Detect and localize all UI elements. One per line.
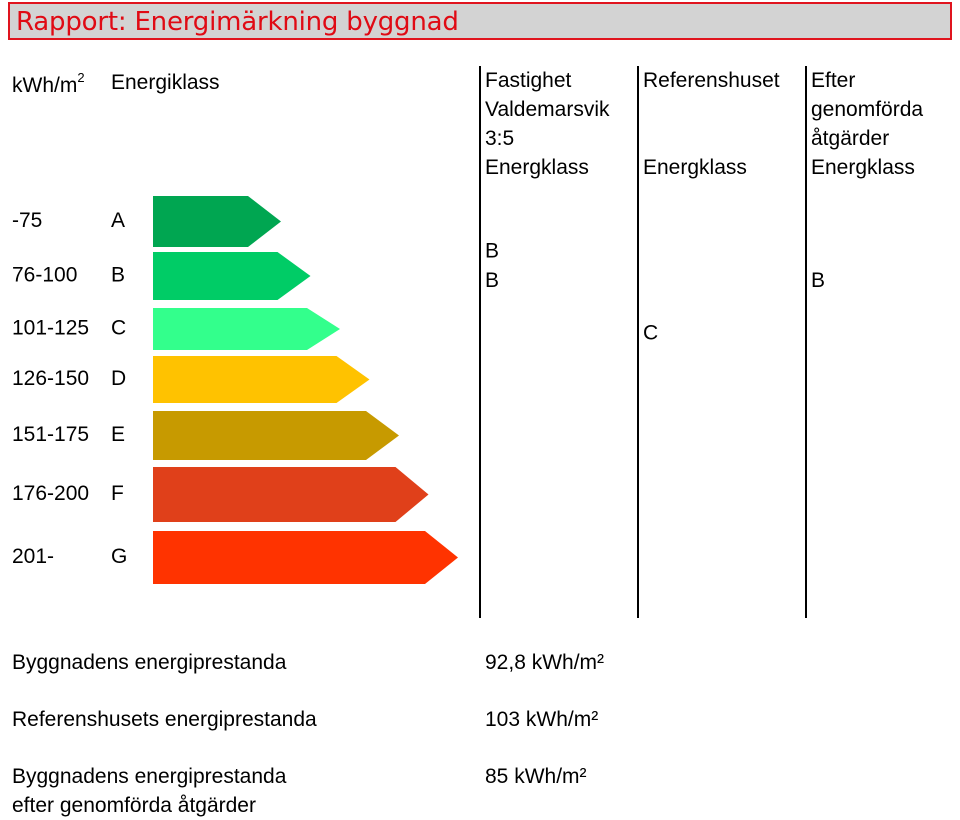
after-header-line: Energklass [811,156,915,179]
energy-bar-a [153,196,281,247]
range-label: 101-125 [12,317,89,340]
summary-value-after: 85 kWh/m² [485,765,587,788]
summary-label-building: Byggnadens energiprestanda [12,651,287,674]
energy-bar-b [153,252,311,300]
after-class-marker: B [811,269,825,292]
class-label: G [111,545,127,568]
summary-label-after-line2: efter genomförda åtgärder [12,794,256,817]
energy-bar-e [153,411,399,460]
column-divider-property [479,66,481,618]
after-header-line: genomförda [811,98,924,121]
energy-class-header: Energiklass [111,71,220,94]
energy-bar-c [153,308,340,350]
range-label: 151-175 [12,423,89,446]
property-class-marker: B [485,269,499,292]
energy-class-chart: -75 A 76-100 B 101-125 C 126-150 D 151-175 E 176-2… [12,196,825,584]
range-label: 176-200 [12,482,89,505]
range-label: 201- [12,545,54,568]
report-title-bar: Rapport: Energimärkning byggnad [8,2,952,40]
summary-label-reference: Referenshusets energiprestanda [12,708,317,731]
range-label: 76-100 [12,264,77,287]
summary-value-reference: 103 kWh/m² [485,708,599,731]
reference-class-marker: C [643,322,658,345]
reference-column-header: Referenshuset Energklass [643,66,780,182]
class-label: F [111,482,124,505]
energy-bar-f [153,467,429,522]
unit-exponent: 2 [77,70,85,85]
range-label: -75 [12,209,42,232]
energy-bar-g [153,531,458,584]
after-column-header: Efter genomförda åtgärder Energklass [811,66,923,182]
property-header-line: 3:5 [485,127,515,150]
energy-bar-d [153,356,370,403]
reference-header-line: Referenshuset [643,69,780,92]
unit-base: kWh/m [12,74,78,97]
class-label: B [111,264,125,287]
class-label: A [111,209,125,232]
summary-label-after: Byggnadens energiprestanda [12,765,287,788]
report-title: Rapport: Energimärkning byggnad [16,7,459,37]
property-class-marker: B [485,240,499,263]
reference-header-line: Energklass [643,156,747,179]
summary-value-building: 92,8 kWh/m² [485,651,605,674]
property-header-line: Fastighet [485,69,572,92]
after-header-line: åtgärder [811,127,890,150]
property-header-line: Valdemarsvik [485,98,610,121]
class-label: C [111,317,126,340]
class-label: E [111,423,125,446]
column-divider-after [805,66,807,618]
range-label: 126-150 [12,367,89,390]
after-header-line: Efter [811,69,856,92]
property-header-line: Energklass [485,156,589,179]
property-column-header: Fastighet Valdemarsvik 3:5 Energklass [485,66,609,182]
class-label: D [111,367,126,390]
column-divider-reference [637,66,639,618]
unit-header: kWh/m2 [12,71,85,97]
